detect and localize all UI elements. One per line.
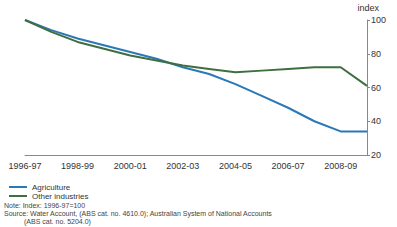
svg-text:80: 80 — [371, 49, 381, 59]
svg-text:2000-01: 2000-01 — [114, 161, 147, 171]
svg-text:40: 40 — [371, 116, 381, 126]
svg-text:1998-99: 1998-99 — [61, 161, 94, 171]
svg-text:60: 60 — [371, 83, 381, 93]
svg-text:2006-07: 2006-07 — [272, 161, 305, 171]
svg-text:1996-97: 1996-97 — [8, 161, 41, 171]
svg-text:2004-05: 2004-05 — [219, 161, 252, 171]
svg-text:Note: Index: 1996-97=100: Note: Index: 1996-97=100 — [4, 202, 85, 209]
svg-text:(ABS cat. no. 5204.0): (ABS cat. no. 5204.0) — [24, 218, 91, 226]
svg-text:20: 20 — [371, 150, 381, 160]
svg-text:100: 100 — [371, 15, 386, 25]
svg-text:Other industries: Other industries — [32, 192, 88, 201]
svg-text:index: index — [357, 3, 379, 13]
svg-text:Source: Water Account, (ABS ca: Source: Water Account, (ABS cat. no. 461… — [4, 210, 272, 218]
svg-text:2002-03: 2002-03 — [166, 161, 199, 171]
svg-text:2008-09: 2008-09 — [324, 161, 357, 171]
svg-text:Agriculture: Agriculture — [32, 183, 71, 192]
